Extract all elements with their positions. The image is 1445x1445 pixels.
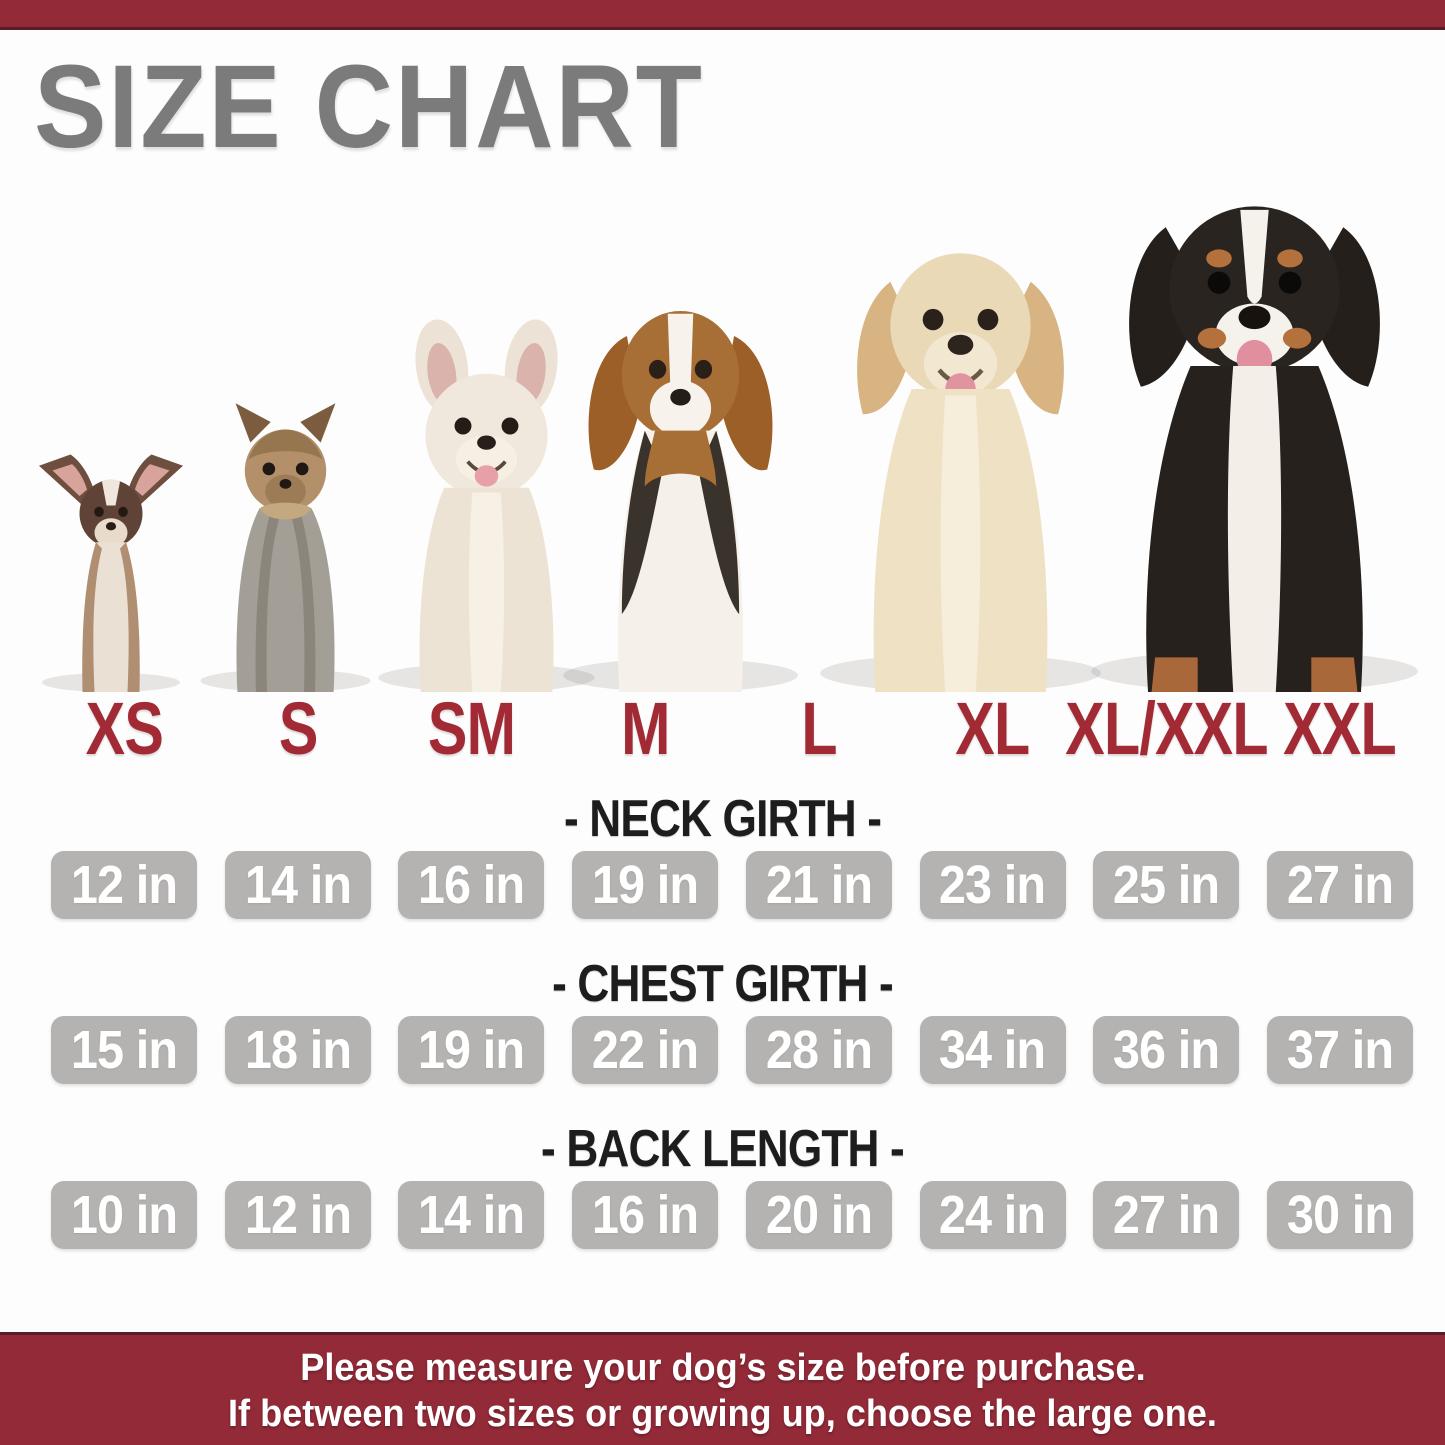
footer-note-line2: If between two sizes or growing up, choo… <box>228 1393 1217 1435</box>
size-label-xxl: XXL <box>1283 687 1398 770</box>
neck-girth-row: 12 in 14 in 16 in 19 in 21 in 23 in 25 i… <box>51 851 1413 919</box>
back-length-value-box: 30 in <box>1266 1181 1413 1249</box>
beagle-dog-icon <box>553 247 808 692</box>
chest-girth-value-box: 36 in <box>1093 1016 1240 1084</box>
chest-girth-value-box: 18 in <box>224 1016 371 1084</box>
size-label-xl: XL <box>955 687 1030 770</box>
back-length-value-box: 20 in <box>745 1181 892 1249</box>
golden-retriever-dog-icon <box>808 187 1113 692</box>
chest-girth-row: 15 in 18 in 19 in 22 in 28 in 34 in 36 i… <box>51 1016 1413 1084</box>
size-label-m: M <box>620 687 670 770</box>
chest-girth-value-box: 34 in <box>919 1016 1066 1084</box>
section-heading-back-length: - BACK LENGTH - <box>541 1120 905 1178</box>
back-length-value-box: 27 in <box>1093 1181 1240 1249</box>
neck-girth-value-box: 25 in <box>1093 851 1240 919</box>
yorkshire-terrier-dog-icon <box>193 392 378 692</box>
chest-girth-value-box: 28 in <box>745 1016 892 1084</box>
back-length-value-box: 12 in <box>224 1181 371 1249</box>
section-heading-neck-girth: - NECK GIRTH - <box>563 790 882 848</box>
size-label-xl-xxl: XL/XXL <box>1065 687 1268 770</box>
neck-girth-value-box: 21 in <box>745 851 892 919</box>
size-label-l: L <box>801 687 837 770</box>
footer-note-line1: Please measure your dog’s size before pu… <box>299 1347 1146 1389</box>
neck-girth-value-box: 27 in <box>1266 851 1413 919</box>
neck-girth-value-box: 23 in <box>919 851 1066 919</box>
neck-girth-value-box: 14 in <box>224 851 371 919</box>
back-length-row: 10 in 12 in 14 in 16 in 20 in 24 in 27 i… <box>51 1181 1413 1249</box>
back-length-value-box: 14 in <box>398 1181 545 1249</box>
chest-girth-value-box: 37 in <box>1266 1016 1413 1084</box>
top-red-bar <box>0 0 1445 30</box>
chest-girth-value-box: 15 in <box>51 1016 197 1084</box>
chest-girth-value-box: 19 in <box>398 1016 545 1084</box>
neck-girth-value-box: 19 in <box>572 851 719 919</box>
french-bulldog-dog-icon <box>369 312 604 692</box>
section-heading-chest-girth: - CHEST GIRTH - <box>552 955 894 1013</box>
size-label-xs: XS <box>85 687 163 770</box>
footer-note-bar: Please measure your dog’s size before pu… <box>0 1332 1445 1445</box>
size-label-row: XS S SM M L XL XL/XXL XXL <box>51 690 1413 768</box>
size-label-sm: SM <box>427 687 516 770</box>
chihuahua-dog-icon <box>36 437 186 692</box>
back-length-value-box: 16 in <box>572 1181 719 1249</box>
neck-girth-value-box: 12 in <box>51 851 197 919</box>
page-title: SIZE CHART <box>34 41 704 173</box>
back-length-value-box: 10 in <box>51 1181 197 1249</box>
size-label-s: S <box>278 687 318 770</box>
chest-girth-value-box: 22 in <box>572 1016 719 1084</box>
neck-girth-value-box: 16 in <box>398 851 545 919</box>
back-length-value-box: 24 in <box>919 1181 1066 1249</box>
bernese-mountain-dog-icon <box>1077 137 1432 692</box>
